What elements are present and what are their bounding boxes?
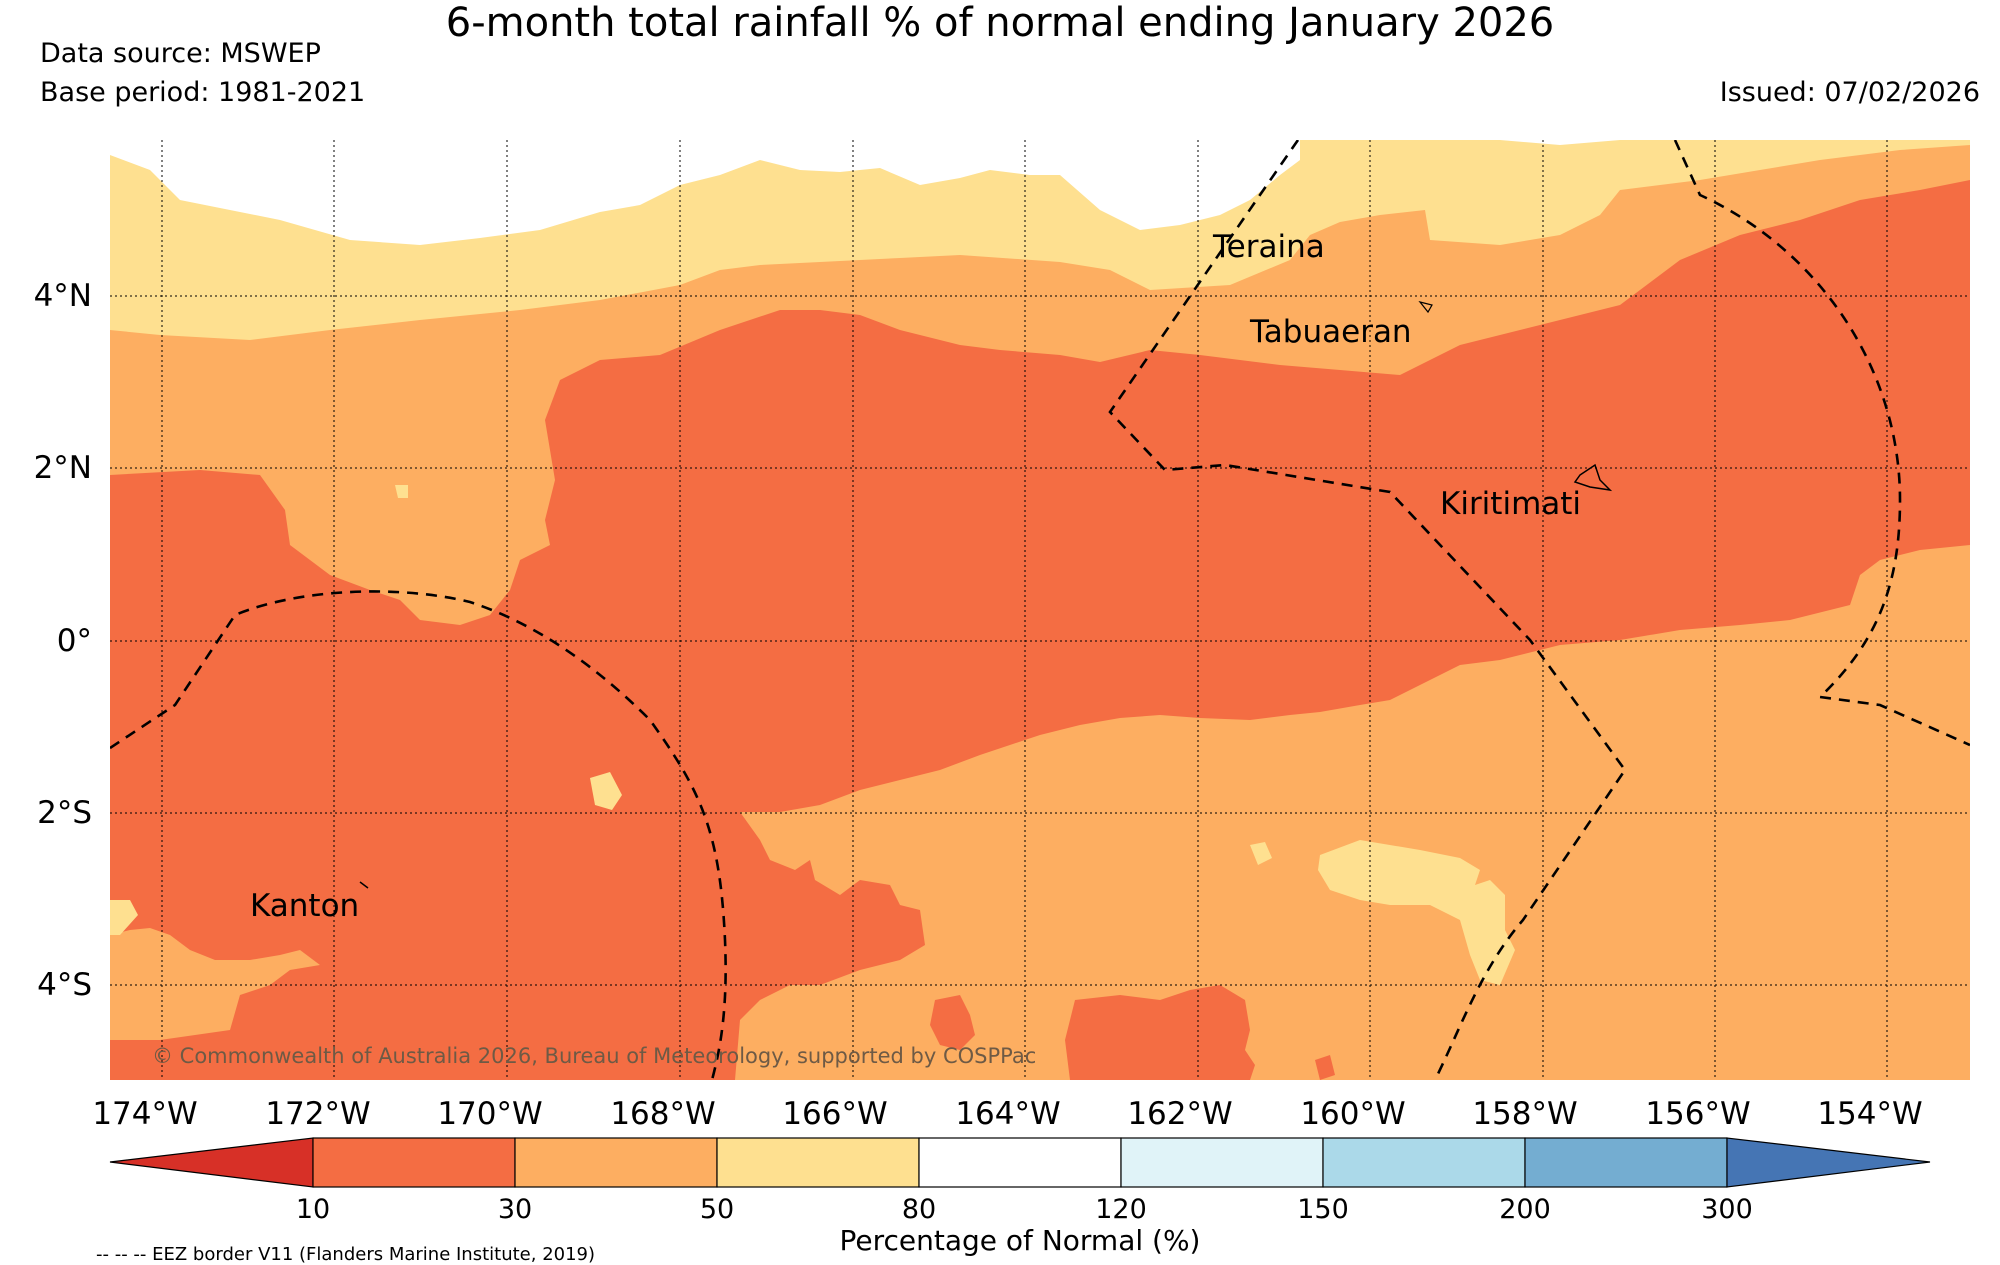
rainfall-class-10-30-south <box>930 985 1335 1080</box>
colorbar-segment <box>918 1137 1122 1188</box>
colorbar-segment <box>1524 1137 1728 1188</box>
lon-tick-label: 174°W <box>92 1096 197 1132</box>
lon-tick-label: 168°W <box>610 1096 715 1132</box>
colorbar-tick: 150 <box>1297 1194 1349 1225</box>
base-period-label: Base period: 1981-2021 <box>40 77 365 108</box>
lon-tick-label: 170°W <box>437 1096 542 1132</box>
eez-borders <box>110 140 1970 1080</box>
colorbar-tick: 200 <box>1499 1194 1551 1225</box>
rainfall-class-80-120-north <box>110 140 1620 245</box>
kiritimati-atoll <box>1573 463 1613 492</box>
place-label-teraina: Teraina <box>1212 229 1325 265</box>
colorbar-segment <box>1322 1137 1526 1188</box>
lon-tick-label: 154°W <box>1817 1096 1922 1132</box>
copyright-notice: © Commonwealth of Australia 2026, Bureau… <box>152 1044 1036 1068</box>
lon-tick-label: 160°W <box>1300 1096 1405 1132</box>
longitude-labels: 174°W 172°W 170°W 168°W 166°W 164°W 162°… <box>92 1096 1922 1132</box>
data-source-label: Data source: MSWEP <box>40 38 321 69</box>
colorbar-segment <box>312 1137 516 1188</box>
lon-tick-label: 166°W <box>782 1096 887 1132</box>
graticule <box>110 140 1970 1080</box>
lat-tick-label: 2°N <box>34 450 92 486</box>
colorbar-tick: 30 <box>498 1194 532 1225</box>
lat-tick-label: 4°N <box>34 278 92 314</box>
kanton-atoll <box>359 881 369 889</box>
colorbar-segment <box>514 1137 718 1188</box>
lat-tick-label: 4°S <box>37 967 92 1003</box>
colorbar-extend-low <box>109 1137 314 1188</box>
colorbar <box>109 1137 1931 1188</box>
colorbar-tick: 10 <box>296 1194 330 1225</box>
colorbar-extend-high <box>1726 1137 1931 1188</box>
colorbar-tick: 50 <box>700 1194 734 1225</box>
colorbar-tick: 80 <box>902 1194 936 1225</box>
lon-tick-label: 162°W <box>1127 1096 1232 1132</box>
issued-date-label: Issued: 07/02/2026 <box>1720 77 1980 108</box>
lon-tick-label: 172°W <box>265 1096 370 1132</box>
colorbar-segment <box>1120 1137 1324 1188</box>
rainfall-class-10-30 <box>110 180 1970 1080</box>
colorbar-segment <box>716 1137 920 1188</box>
colorbar-label: Percentage of Normal (%) <box>840 1224 1201 1257</box>
place-label-tabuaeran: Tabuaeran <box>1249 314 1412 350</box>
map-title: 6-month total rainfall % of normal endin… <box>446 0 1555 46</box>
tabuaeran-atoll <box>1418 300 1433 314</box>
colorbar-tick: 300 <box>1701 1194 1753 1225</box>
lon-tick-label: 164°W <box>955 1096 1060 1132</box>
place-label-kiritimati: Kiritimati <box>1440 486 1581 522</box>
place-label-kanton: Kanton <box>250 888 359 924</box>
lat-tick-label: 0° <box>57 623 92 659</box>
latitude-labels: 4°N 2°N 0° 2°S 4°S <box>34 278 92 1003</box>
lon-tick-label: 158°W <box>1472 1096 1577 1132</box>
colorbar-tick-labels: 10 30 50 80 120 150 200 300 <box>296 1194 1753 1225</box>
lat-tick-label: 2°S <box>37 795 92 831</box>
colorbar-tick: 120 <box>1095 1194 1147 1225</box>
map-panel: © Commonwealth of Australia 2026, Bureau… <box>110 140 1970 1080</box>
lon-tick-label: 156°W <box>1645 1096 1750 1132</box>
eez-border-note: -- -- -- EEZ border V11 (Flanders Marine… <box>96 1244 595 1265</box>
